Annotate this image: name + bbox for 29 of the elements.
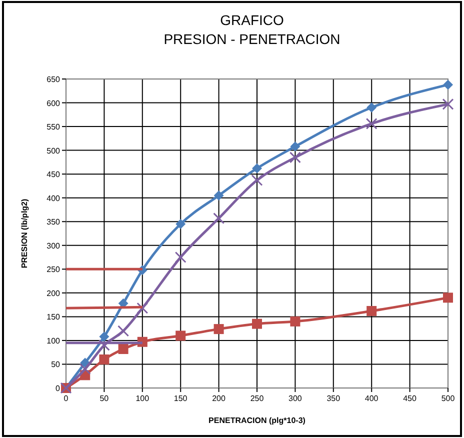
y-tick-label: 100: [46, 336, 61, 346]
y-tick-label: 50: [51, 360, 61, 370]
x-axis-title: PENETRACION (plg*10-3): [208, 416, 306, 425]
x-tick-label: 100: [136, 394, 150, 403]
x-tick-label: 150: [174, 394, 188, 403]
y-tick-label: 450: [46, 170, 61, 180]
y-tick-label: 150: [46, 312, 61, 322]
y-tick-label: 650: [46, 75, 61, 84]
x-tick-label: 350: [326, 394, 341, 403]
x-tick-label: 450: [403, 394, 418, 403]
y-axis-title: PRESION (lb/plg2): [20, 198, 29, 268]
chart-title: GRAFICO: [220, 12, 284, 28]
y-tick-label: 0: [56, 384, 61, 393]
y-tick-label: 350: [46, 218, 61, 227]
y-tick-label: 400: [46, 194, 61, 203]
y-tick-label: 200: [46, 288, 61, 298]
x-tick-label: 0: [64, 394, 69, 403]
y-tick-label: 250: [46, 265, 61, 274]
x-tick-label: 50: [100, 394, 110, 403]
y-tick-label: 300: [46, 241, 61, 250]
y-tick-label: 550: [46, 122, 61, 132]
y-tick-label: 600: [46, 98, 61, 108]
x-tick-label: 250: [250, 394, 264, 403]
x-tick-label: 400: [364, 394, 379, 403]
chart-subtitle: PRESION - PENETRACION: [164, 31, 340, 47]
x-tick-label: 200: [212, 394, 226, 403]
x-tick-label: 500: [441, 394, 456, 403]
x-tick-label: 300: [288, 394, 302, 403]
y-tick-label: 500: [46, 146, 61, 156]
